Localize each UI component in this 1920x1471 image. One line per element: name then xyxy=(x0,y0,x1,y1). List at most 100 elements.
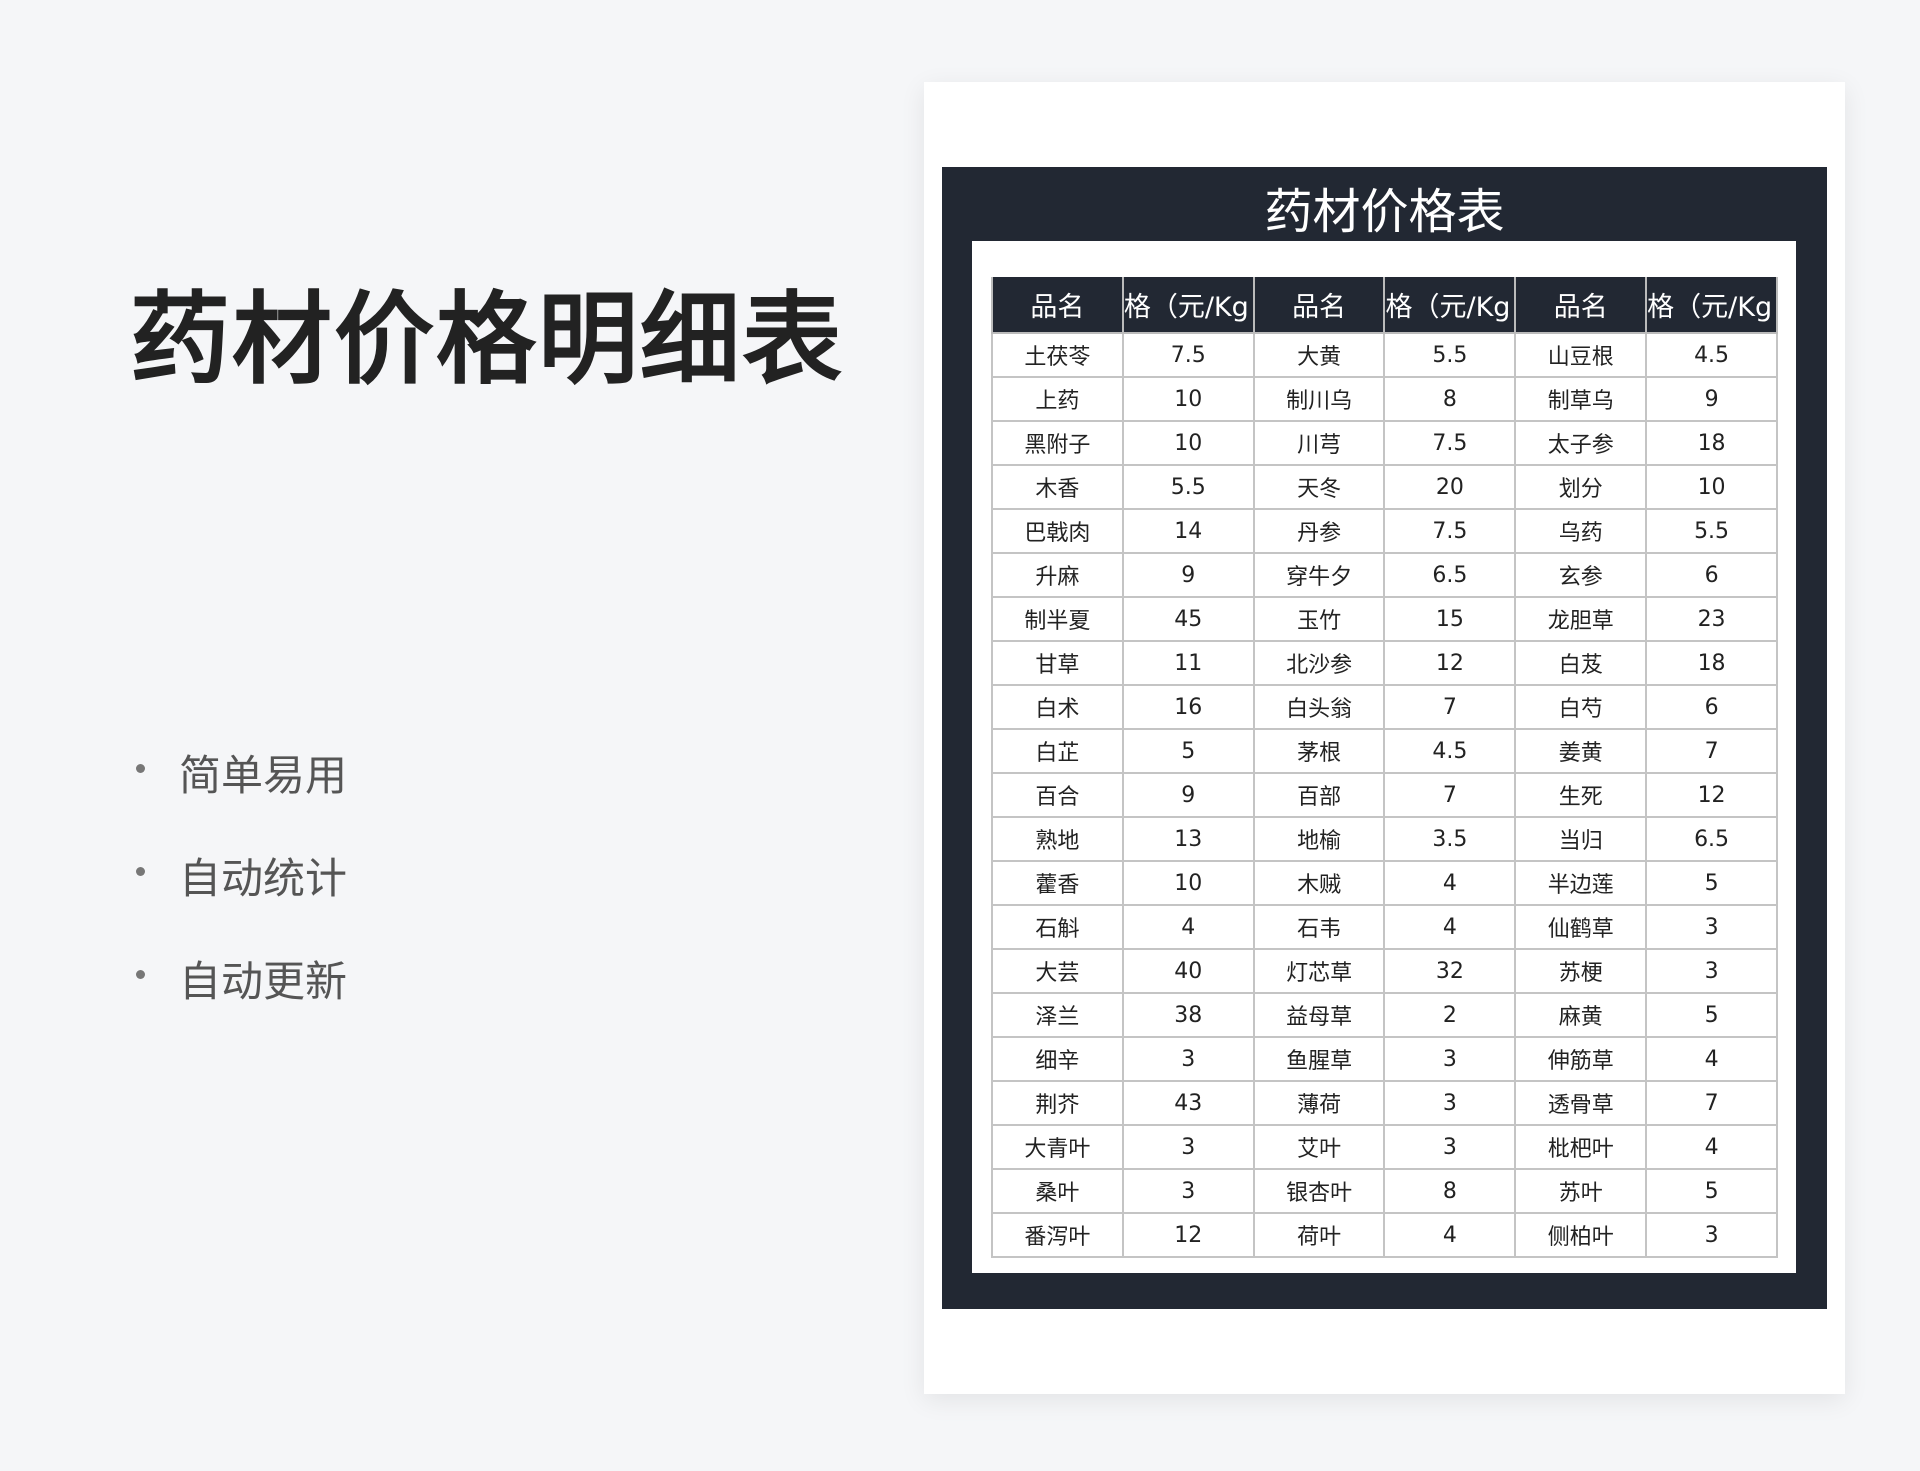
herb-name-cell: 划分 xyxy=(1514,464,1648,510)
price-cell: 4 xyxy=(1383,860,1517,906)
price-cell: 23 xyxy=(1645,596,1778,642)
herb-name-cell: 白芨 xyxy=(1514,640,1648,686)
price-cell: 3 xyxy=(1121,1036,1255,1082)
price-cell: 10 xyxy=(1121,420,1255,466)
herb-name-cell: 生死 xyxy=(1514,772,1648,818)
price-cell: 43 xyxy=(1121,1080,1255,1126)
herb-name-cell: 鱼腥草 xyxy=(1252,1036,1386,1082)
price-cell: 16 xyxy=(1121,684,1255,730)
price-cell: 4.5 xyxy=(1383,728,1517,774)
feature-label: 自动统计 xyxy=(179,854,348,903)
herb-name-cell: 茅根 xyxy=(1252,728,1386,774)
price-cell: 20 xyxy=(1383,464,1517,510)
bullet-icon xyxy=(136,970,145,979)
sheet-body: 品名 格（元/Kg 品名 格（元/Kg 品名 格（元/Kg 土茯苓 7.5 大黄 5.5 山豆根 4… xyxy=(972,241,1796,1273)
herb-name-cell: 伸筋草 xyxy=(1514,1036,1648,1082)
herb-name-cell: 玉竹 xyxy=(1252,596,1386,642)
price-cell: 10 xyxy=(1121,376,1255,422)
header-name: 品名 xyxy=(991,277,1124,334)
table-row: 大青叶 3 艾叶 3 枇杷叶 4 xyxy=(991,1124,1778,1170)
table-row: 巴戟肉 14 丹参 7.5 乌药 5.5 xyxy=(991,508,1778,554)
herb-name-cell: 石斛 xyxy=(991,904,1124,950)
herb-name-cell: 银杏叶 xyxy=(1252,1168,1386,1214)
price-cell: 3 xyxy=(1645,1212,1778,1258)
herb-name-cell: 黑附子 xyxy=(991,420,1124,466)
price-table: 品名 格（元/Kg 品名 格（元/Kg 品名 格（元/Kg 土茯苓 7.5 大黄 5.5 山豆根 4… xyxy=(991,277,1778,1258)
price-cell: 3 xyxy=(1383,1036,1517,1082)
table-row: 上药 10 制川乌 8 制草乌 9 xyxy=(991,376,1778,422)
price-cell: 32 xyxy=(1383,948,1517,994)
herb-name-cell: 荆芥 xyxy=(991,1080,1124,1126)
sheet-title: 药材价格表 xyxy=(1264,184,1505,240)
price-cell: 8 xyxy=(1383,1168,1517,1214)
price-cell: 4 xyxy=(1645,1036,1778,1082)
price-cell: 12 xyxy=(1121,1212,1255,1258)
price-cell: 5.5 xyxy=(1383,332,1517,378)
herb-name-cell: 白术 xyxy=(991,684,1124,730)
price-cell: 7.5 xyxy=(1383,508,1517,554)
header-name: 品名 xyxy=(1252,277,1386,334)
herb-name-cell: 薄荷 xyxy=(1252,1080,1386,1126)
header-price: 格（元/Kg xyxy=(1645,277,1778,334)
table-row: 白术 16 白头翁 7 白芍 6 xyxy=(991,684,1778,730)
table-row: 桑叶 3 银杏叶 8 苏叶 5 xyxy=(991,1168,1778,1214)
herb-name-cell: 土茯苓 xyxy=(991,332,1124,378)
herb-name-cell: 川芎 xyxy=(1252,420,1386,466)
herb-name-cell: 大青叶 xyxy=(991,1124,1124,1170)
price-cell: 15 xyxy=(1383,596,1517,642)
price-cell: 18 xyxy=(1645,640,1778,686)
feature-item: 简单易用 xyxy=(130,742,347,845)
table-row: 白芷 5 茅根 4.5 姜黄 7 xyxy=(991,728,1778,774)
herb-name-cell: 白芷 xyxy=(991,728,1124,774)
herb-name-cell: 乌药 xyxy=(1514,508,1648,554)
herb-name-cell: 丹参 xyxy=(1252,508,1386,554)
table-row: 藿香 10 木贼 4 半边莲 5 xyxy=(991,860,1778,906)
price-cell: 9 xyxy=(1645,376,1778,422)
herb-name-cell: 泽兰 xyxy=(991,992,1124,1038)
herb-name-cell: 上药 xyxy=(991,376,1124,422)
price-cell: 7.5 xyxy=(1121,332,1255,378)
price-cell: 5.5 xyxy=(1121,464,1255,510)
herb-name-cell: 麻黄 xyxy=(1514,992,1648,1038)
price-cell: 3 xyxy=(1645,904,1778,950)
herb-name-cell: 百合 xyxy=(991,772,1124,818)
herb-name-cell: 木贼 xyxy=(1252,860,1386,906)
herb-name-cell: 制川乌 xyxy=(1252,376,1386,422)
price-cell: 12 xyxy=(1645,772,1778,818)
price-cell: 45 xyxy=(1121,596,1255,642)
feature-label: 简单易用 xyxy=(179,751,348,800)
price-cell: 7 xyxy=(1645,728,1778,774)
herb-name-cell: 番泻叶 xyxy=(991,1212,1124,1258)
table-row: 番泻叶 12 荷叶 4 侧柏叶 3 xyxy=(991,1212,1778,1258)
table-header-row: 品名 格（元/Kg 品名 格（元/Kg 品名 格（元/Kg xyxy=(991,277,1778,334)
price-cell: 6 xyxy=(1645,684,1778,730)
price-cell: 5 xyxy=(1645,992,1778,1038)
feature-list: 简单易用 自动统计 自动更新 xyxy=(130,742,347,1051)
herb-name-cell: 山豆根 xyxy=(1514,332,1648,378)
herb-name-cell: 桑叶 xyxy=(991,1168,1124,1214)
herb-name-cell: 百部 xyxy=(1252,772,1386,818)
herb-name-cell: 地榆 xyxy=(1252,816,1386,862)
herb-name-cell: 半边莲 xyxy=(1514,860,1648,906)
price-cell: 12 xyxy=(1383,640,1517,686)
table-row: 土茯苓 7.5 大黄 5.5 山豆根 4.5 xyxy=(991,332,1778,378)
table-row: 荆芥 43 薄荷 3 透骨草 7 xyxy=(991,1080,1778,1126)
herb-name-cell: 荷叶 xyxy=(1252,1212,1386,1258)
herb-name-cell: 升麻 xyxy=(991,552,1124,598)
feature-item: 自动统计 xyxy=(130,845,347,948)
herb-name-cell: 侧柏叶 xyxy=(1514,1212,1648,1258)
price-cell: 7 xyxy=(1645,1080,1778,1126)
price-cell: 8 xyxy=(1383,376,1517,422)
herb-name-cell: 苏叶 xyxy=(1514,1168,1648,1214)
table-row: 升麻 9 穿牛夕 6.5 玄参 6 xyxy=(991,552,1778,598)
price-cell: 9 xyxy=(1121,552,1255,598)
feature-item: 自动更新 xyxy=(130,948,347,1051)
price-cell: 3 xyxy=(1383,1080,1517,1126)
table-row: 石斛 4 石韦 4 仙鹤草 3 xyxy=(991,904,1778,950)
price-cell: 2 xyxy=(1383,992,1517,1038)
herb-name-cell: 龙胆草 xyxy=(1514,596,1648,642)
price-cell: 4 xyxy=(1121,904,1255,950)
price-cell: 3.5 xyxy=(1383,816,1517,862)
price-cell: 5 xyxy=(1121,728,1255,774)
herb-name-cell: 北沙参 xyxy=(1252,640,1386,686)
